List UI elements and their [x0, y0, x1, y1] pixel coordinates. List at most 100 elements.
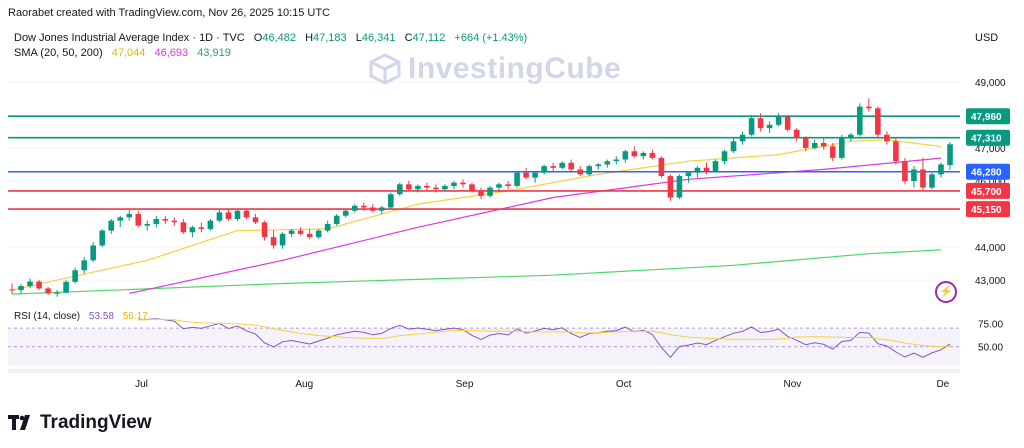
candle-body: [90, 245, 96, 261]
candle-body: [315, 230, 322, 238]
candle-body: [703, 167, 710, 172]
sma50-value: 46,693: [154, 47, 189, 59]
rsi-legend[interactable]: RSI (14, close) 53.58 56.17: [14, 311, 154, 322]
ohlc-change: +664 (+1.43%): [454, 32, 528, 44]
candle-body: [162, 219, 169, 221]
price-tick-label: 44,000: [975, 243, 1006, 254]
candle-body: [388, 194, 394, 208]
price-tick-label: 43,000: [975, 276, 1006, 287]
replay-icon[interactable]: ⚡: [935, 281, 957, 303]
candle-body: [27, 281, 33, 287]
level-tag: [966, 163, 1010, 180]
candle-body: [730, 141, 737, 152]
candle-body: [902, 161, 908, 181]
candle-body: [378, 207, 385, 211]
candle-body: [144, 223, 151, 226]
candle-body: [857, 106, 863, 135]
candle-body: [802, 138, 809, 148]
currency-label[interactable]: USD: [975, 32, 999, 44]
candle-body: [911, 169, 917, 181]
candle-body: [397, 184, 403, 195]
candle-body: [947, 144, 953, 166]
candle-body: [775, 116, 782, 125]
level-tag: [966, 201, 1010, 218]
candle-body: [685, 172, 692, 177]
candle-body: [198, 227, 205, 229]
candle-body: [234, 210, 241, 220]
candle-body: [270, 237, 277, 246]
level-tag-label: 47,310: [971, 134, 1002, 145]
candle-body: [784, 116, 791, 130]
candle-body: [342, 210, 349, 216]
level-tags: 47,960 47,310 46,280 45,700 45,150: [966, 108, 1010, 218]
candle-body: [875, 108, 881, 135]
level-tag-label: 47,960: [971, 112, 1002, 123]
candle-body: [820, 142, 827, 147]
candle-body: [847, 134, 854, 139]
candle-body: [99, 230, 105, 246]
level-tag-label: 46,280: [971, 168, 1002, 179]
candle-body: [171, 220, 178, 223]
candle-body: [712, 161, 719, 172]
candle-body: [207, 220, 214, 229]
candle-body: [460, 182, 466, 185]
candle-body: [351, 205, 358, 211]
sma50-line: [129, 157, 942, 294]
candle-body: [72, 270, 78, 282]
symbol-name[interactable]: Dow Jones Industrial Average Index · 1D …: [14, 32, 245, 44]
sma20-value: 47,044: [111, 47, 146, 59]
candle-body: [433, 187, 439, 190]
candle-body: [180, 222, 187, 233]
candle-body: [649, 152, 656, 158]
rsi-value: 53.58: [88, 311, 114, 322]
grid-lines: [8, 81, 960, 281]
candle-body: [297, 230, 304, 234]
candle-body: [18, 286, 24, 291]
candle-body: [586, 166, 593, 175]
candle-body: [929, 174, 935, 188]
candle-body: [424, 185, 430, 188]
rsi-ma-value: 56.17: [122, 311, 148, 322]
candle-body: [279, 233, 286, 246]
candle-body: [577, 169, 584, 175]
rsi-tick-label: 75.00: [978, 319, 1003, 330]
candle-body: [676, 176, 683, 198]
candle-body: [532, 172, 538, 178]
candle-body: [550, 166, 556, 168]
time-axis[interactable]: Jul Aug Sep Oct Nov De: [8, 371, 960, 390]
candle-body: [153, 219, 160, 224]
price-axis[interactable]: 49,000 47,000 46,000 44,000 43,000 75.00 50.00: [975, 78, 1006, 354]
attribution-text: Raorabet created with TradingView.com, N…: [8, 7, 331, 19]
candle-body: [541, 166, 547, 173]
watermark-text: InvestingCube: [408, 52, 622, 85]
time-tick-label: Sep: [456, 379, 474, 390]
rsi-pane: [8, 318, 960, 371]
sma200-line: [11, 249, 942, 295]
candle-body: [108, 220, 115, 231]
candle-body: [252, 217, 259, 223]
candle-body: [748, 118, 755, 135]
candle-body: [920, 169, 926, 188]
candle-body: [9, 289, 15, 291]
tradingview-logo: TradingView: [8, 412, 152, 434]
rsi-label[interactable]: RSI (14, close): [14, 311, 81, 322]
time-tick-label: De: [936, 379, 949, 390]
symbol-legend[interactable]: Dow Jones Industrial Average Index · 1D …: [14, 32, 533, 44]
candle-body: [135, 214, 142, 226]
horizontal-levels: [8, 115, 960, 210]
sma200-value: 43,919: [197, 47, 231, 59]
sma-label[interactable]: SMA (20, 50, 200): [14, 47, 103, 59]
candle-body: [451, 182, 457, 186]
candle-body: [568, 162, 574, 170]
candles: [9, 98, 953, 297]
candle-body: [225, 212, 232, 220]
level-tag: [966, 129, 1010, 146]
candle-body: [622, 151, 629, 160]
candle-body: [739, 134, 746, 142]
candle-body: [559, 162, 565, 168]
price-tick-label: 46,000: [975, 177, 1006, 188]
candle-body: [45, 288, 51, 294]
candle-body: [829, 146, 836, 158]
sma-legend[interactable]: SMA (20, 50, 200) 47,044 46,693 43,919: [14, 47, 237, 59]
